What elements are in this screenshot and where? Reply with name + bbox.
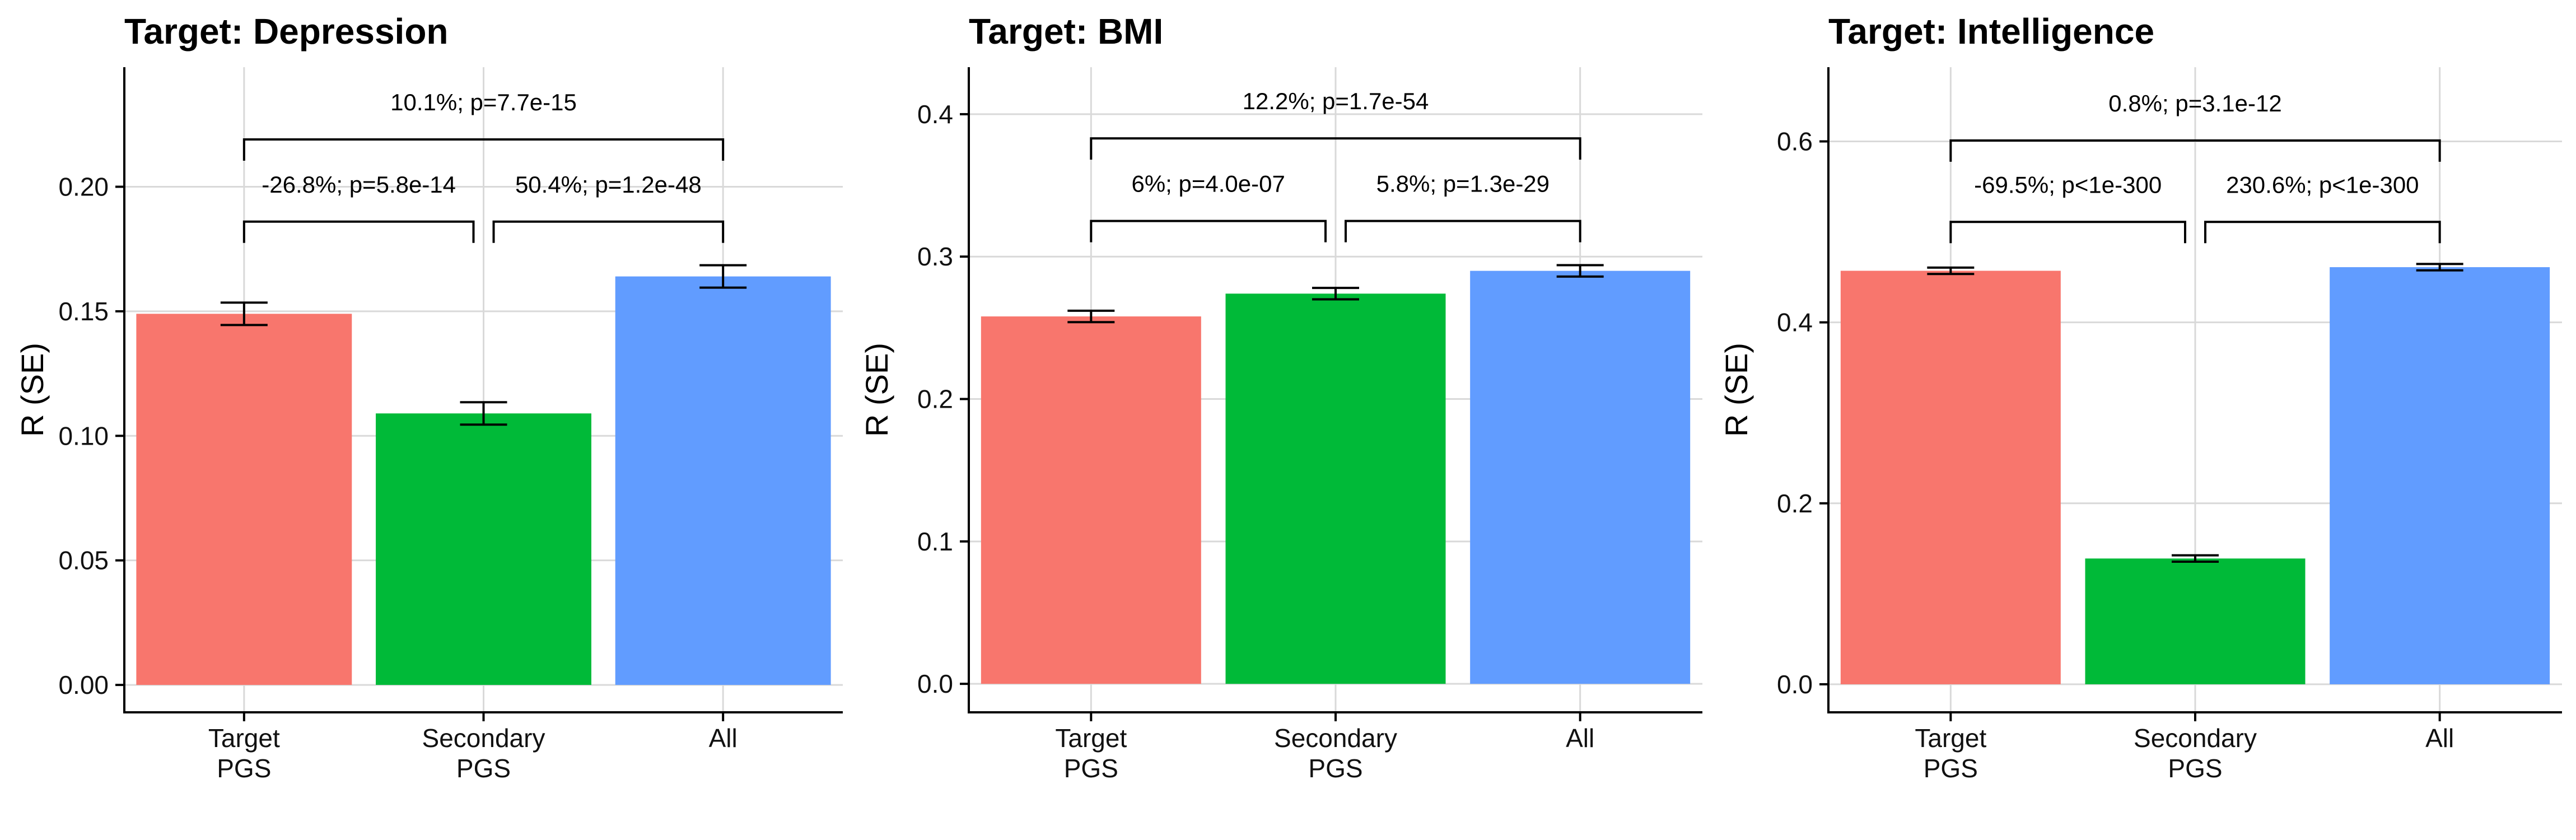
x-tick-label-line: PGS (217, 754, 271, 783)
error-bar-3 (699, 264, 747, 289)
x-tick-label-line: Target (1055, 724, 1127, 753)
comparison-bracket-1: 6%; p=4.0e-07 (1090, 171, 1327, 242)
bracket-line (1090, 137, 1581, 160)
y-tick-label: 0.4 (917, 100, 953, 129)
comparison-bracket-2: 50.4%; p=1.2e-48 (492, 171, 725, 243)
x-tick-label: Target PGS (208, 724, 280, 783)
y-tick-label: 0.10 (58, 421, 109, 450)
comparison-bracket-3: 10.1%; p=7.7e-15 (242, 89, 725, 161)
chart-panel-1: Target: Depression 0.00 0.05 0.10 0.15 0.20 -2… (15, 11, 843, 783)
bracket-label: 0.8%; p=3.1e-12 (2108, 90, 2281, 116)
x-tick-label-line: PGS (456, 754, 511, 783)
y-tick-label: 0.20 (58, 172, 109, 201)
y-tick-label: 0.15 (58, 297, 109, 326)
bar-1 (1840, 270, 2061, 684)
bracket-label: -26.8%; p=5.8e-14 (262, 171, 456, 198)
x-tick-label-line: PGS (1064, 754, 1118, 783)
comparison-bracket-2: 5.8%; p=1.3e-29 (1345, 171, 1581, 242)
y-tick-label: 0.1 (917, 527, 953, 556)
x-tick-label-line: PGS (2168, 754, 2222, 783)
y-tick-label: 0.6 (1777, 127, 1813, 156)
y-tick-label: 0.2 (917, 385, 953, 414)
error-bar-1 (1927, 266, 1975, 276)
error-bar-2 (1312, 287, 1359, 301)
bracket-label: 50.4%; p=1.2e-48 (515, 171, 702, 198)
x-tick-label-line: PGS (1924, 754, 1978, 783)
y-tick-label: 0.00 (58, 670, 109, 699)
x-tick-label-line: Target (1915, 724, 1986, 753)
bracket-line (1090, 220, 1327, 242)
bracket-label: 10.1%; p=7.7e-15 (390, 89, 577, 115)
chart-panel-2: Target: BMI 0.0 0.1 0.2 0.3 0.4 6%; p=4.0e-07 5… (859, 11, 1702, 783)
bracket-line (492, 220, 725, 243)
error-bar-2 (2172, 554, 2219, 563)
error-bar-1 (1067, 309, 1115, 324)
bar-3 (615, 276, 831, 685)
x-tick-label-line: All (1566, 724, 1594, 753)
chart-panel-3: Target: Intelligence 0.0 0.2 0.4 0.6 -69.5%; … (1719, 11, 2562, 783)
bracket-line (1949, 139, 2441, 162)
y-tick-label: 0.0 (917, 669, 953, 698)
bar-2 (1225, 293, 1446, 684)
x-tick-label: Secondary PGS (422, 724, 545, 783)
x-tick-label-line: Target (208, 724, 280, 753)
y-tick-label: 0.4 (1777, 308, 1813, 337)
x-tick-label: Target PGS (1915, 724, 1986, 783)
bracket-line (242, 220, 475, 243)
x-tick-label: Target PGS (1055, 724, 1127, 783)
bracket-line (1345, 220, 1581, 242)
x-tick-label: All (709, 724, 738, 753)
x-tick-label-line: All (709, 724, 738, 753)
comparison-bracket-1: -26.8%; p=5.8e-14 (242, 171, 475, 243)
x-tick-label-line: Secondary (2134, 724, 2257, 753)
y-axis-title: R (SE) (859, 343, 894, 437)
comparison-bracket-3: 0.8%; p=3.1e-12 (1949, 90, 2441, 162)
comparison-bracket-1: -69.5%; p<1e-300 (1949, 171, 2186, 244)
bar-2 (376, 413, 591, 685)
bar-1 (136, 314, 352, 685)
bracket-label: 230.6%; p<1e-300 (2226, 171, 2419, 198)
x-tick-label-line: All (2425, 724, 2454, 753)
y-axis-title: R (SE) (1719, 343, 1754, 437)
y-tick-label: 0.05 (58, 546, 109, 575)
y-tick-label: 0.2 (1777, 489, 1813, 518)
bracket-line (242, 138, 725, 161)
panel-title: Target: BMI (969, 11, 1163, 52)
bar-2 (2085, 558, 2306, 684)
x-tick-label: Secondary PGS (2134, 724, 2257, 783)
x-tick-label: Secondary PGS (1274, 724, 1397, 783)
bracket-label: 5.8%; p=1.3e-29 (1376, 171, 1550, 197)
error-bar-3 (2416, 263, 2463, 272)
x-tick-label: All (1566, 724, 1594, 753)
bracket-line (1949, 221, 2186, 244)
panel-title: Target: Depression (124, 11, 449, 52)
bar-1 (981, 316, 1201, 684)
x-tick-label-line: Secondary (422, 724, 545, 753)
x-tick-label: All (2425, 724, 2454, 753)
error-bar-2 (460, 401, 507, 426)
bracket-line (2204, 221, 2441, 244)
y-axis-title: R (SE) (15, 343, 50, 437)
y-tick-label: 0.0 (1777, 670, 1813, 699)
comparison-bracket-3: 12.2%; p=1.7e-54 (1090, 88, 1581, 160)
comparison-bracket-2: 230.6%; p<1e-300 (2204, 171, 2441, 244)
error-bar-3 (1556, 264, 1604, 278)
bracket-label: 6%; p=4.0e-07 (1131, 171, 1285, 197)
bar-3 (1470, 270, 1691, 684)
y-tick-label: 0.3 (917, 242, 953, 271)
panel-title: Target: Intelligence (1828, 11, 2154, 52)
bracket-label: 12.2%; p=1.7e-54 (1243, 88, 1429, 114)
x-tick-label-line: Secondary (1274, 724, 1397, 753)
error-bar-1 (220, 301, 268, 326)
bar-3 (2330, 267, 2550, 684)
bracket-label: -69.5%; p<1e-300 (1974, 171, 2162, 198)
x-tick-label-line: PGS (1308, 754, 1362, 783)
